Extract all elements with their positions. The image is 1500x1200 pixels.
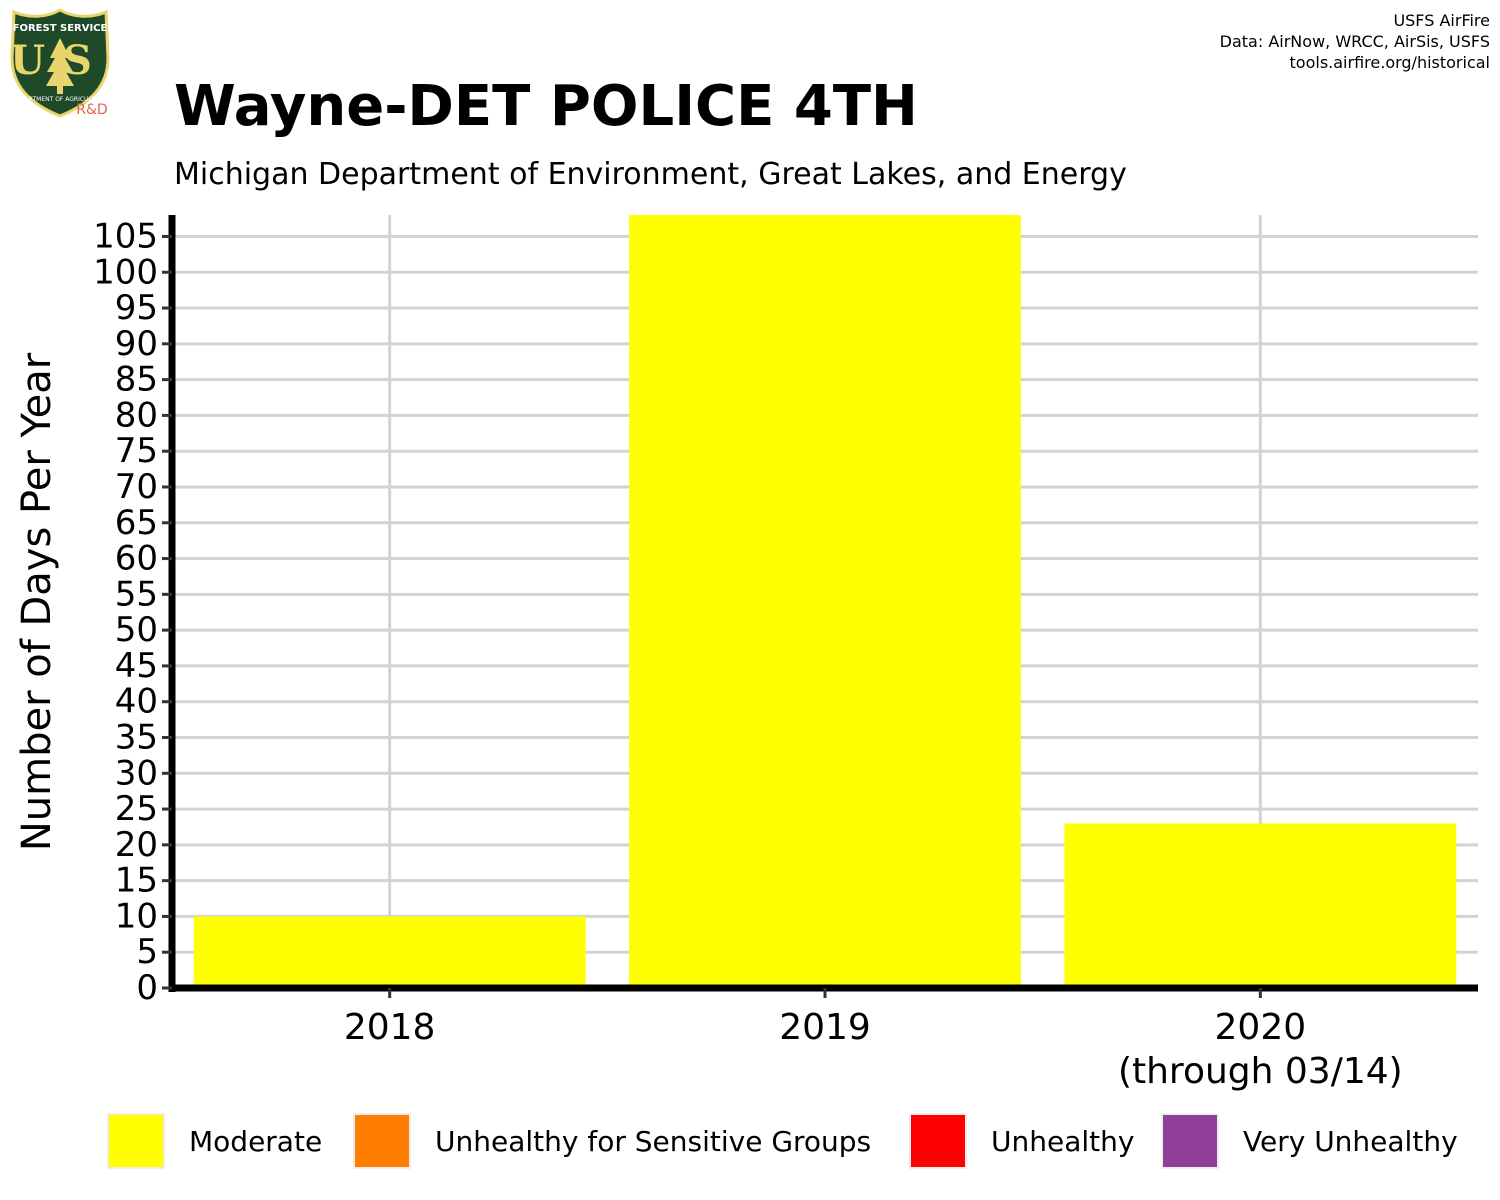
legend-swatch <box>1161 1113 1219 1169</box>
forest-service-logo: FOREST SERVICE US DEPARTMENT OF AGRICULT… <box>10 8 110 118</box>
x-tick-label: 2020 <box>1215 1007 1307 1048</box>
y-tick-label: 65 <box>115 503 158 543</box>
y-tick-label: 85 <box>115 360 158 400</box>
logo-bottom-text: DEPARTMENT OF AGRICULTURE <box>13 96 107 103</box>
y-tick-label: 60 <box>115 539 158 579</box>
y-tick-label: 100 <box>93 252 158 292</box>
y-axis-title: Number of Days Per Year <box>14 352 60 851</box>
legend-label: Unhealthy <box>991 1125 1134 1158</box>
legend-label: Unhealthy for Sensitive Groups <box>435 1125 871 1158</box>
y-tick-label: 40 <box>115 682 158 722</box>
y-tick-label: 35 <box>115 717 158 757</box>
pine-tree-icon <box>46 38 74 94</box>
legend-label: Very Unhealthy <box>1243 1125 1458 1158</box>
chart-subtitle: Michigan Department of Environment, Grea… <box>174 157 1127 192</box>
logo-letters: US <box>10 37 110 84</box>
y-tick-label: 50 <box>115 610 158 650</box>
legend-label: Moderate <box>189 1125 322 1158</box>
y-tick-label: 75 <box>115 431 158 471</box>
y-tick-label: 0 <box>136 968 158 1008</box>
x-tick-label: 2019 <box>779 1007 871 1048</box>
legend-swatch <box>909 1113 967 1169</box>
y-tick-label: 80 <box>115 395 158 435</box>
bar <box>193 916 586 988</box>
chart-title: Wayne-DET POLICE 4TH <box>174 74 918 139</box>
legend-swatch <box>107 1113 165 1169</box>
y-tick-label: 20 <box>115 825 158 865</box>
y-tick-label: 95 <box>115 288 158 328</box>
logo-top-text: FOREST SERVICE <box>13 23 108 34</box>
y-tick-label: 90 <box>115 324 158 364</box>
credit-line: USFS AirFire <box>1393 11 1490 30</box>
legend-swatch <box>353 1113 411 1169</box>
credit-line: Data: AirNow, WRCC, AirSis, USFS <box>1219 32 1490 51</box>
y-tick-label: 105 <box>93 216 158 256</box>
y-tick-label: 55 <box>115 574 158 614</box>
logo-badge: R&D <box>76 102 107 118</box>
bar <box>1064 823 1457 988</box>
y-tick-label: 30 <box>115 753 158 793</box>
x-tick-sublabel: (through 03/14) <box>1118 1051 1403 1092</box>
y-tick-label: 45 <box>115 646 158 686</box>
y-tick-label: 15 <box>115 861 158 901</box>
x-tick-label: 2018 <box>344 1007 436 1048</box>
y-tick-label: 70 <box>115 467 158 507</box>
bar <box>629 215 1021 988</box>
y-tick-label: 25 <box>115 789 158 829</box>
y-tick-label: 5 <box>136 932 158 972</box>
y-tick-label: 10 <box>115 896 158 936</box>
credits: USFS AirFire Data: AirNow, WRCC, AirSis,… <box>1220 10 1490 73</box>
credit-line: tools.airfire.org/historical <box>1289 53 1490 72</box>
